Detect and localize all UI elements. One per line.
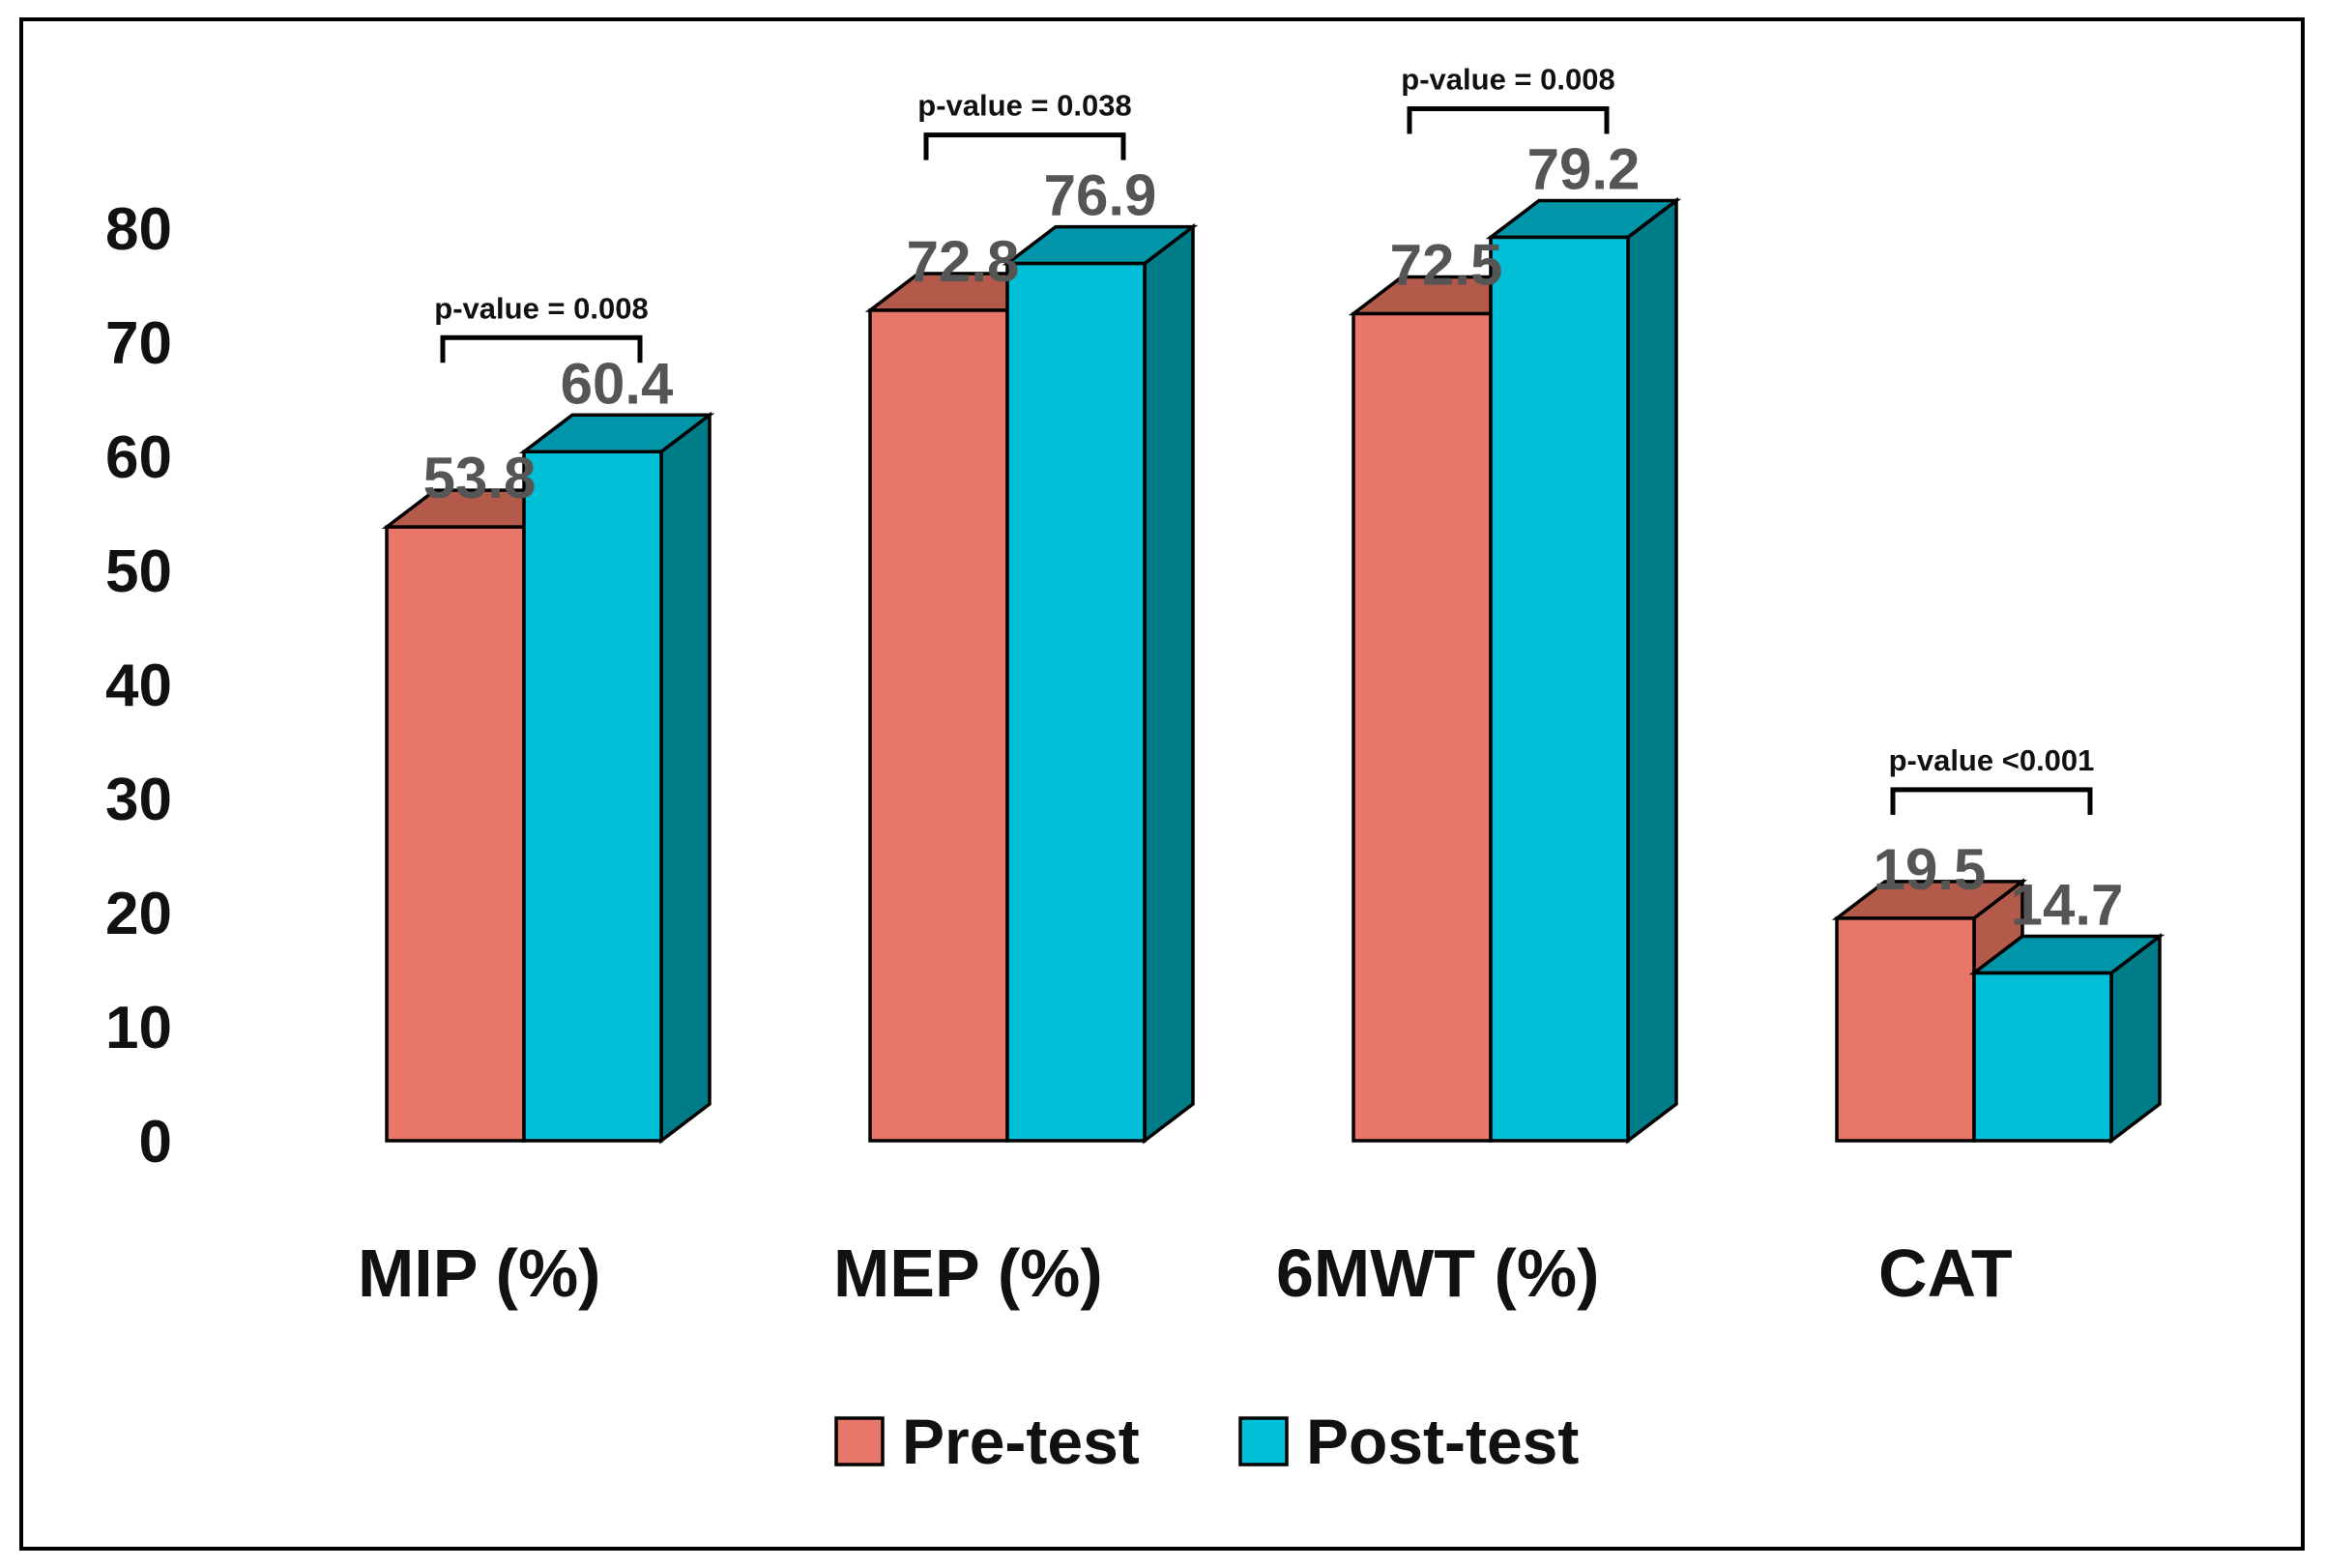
data-label-post-test-2: 79.2	[1527, 136, 1641, 201]
bar-post-test-side-1	[1143, 223, 1195, 1145]
data-label-pre-test-1: 72.8	[907, 229, 1020, 294]
bar-group-3	[1831, 878, 2165, 1145]
value-labels-layer: 53.8 60.4 72.8 76.9 72.5 79.2 19.5 14.7	[423, 136, 2124, 937]
y-tick-label-10: 10	[105, 995, 172, 1061]
bar-group-2	[1348, 196, 1682, 1145]
y-tick-label-50: 50	[105, 538, 172, 605]
bar-group-1	[864, 223, 1199, 1145]
y-tick-label-60: 60	[105, 424, 172, 491]
x-category-label-2: 6MWT (%)	[1276, 1235, 1599, 1311]
p-value-bracket-1	[923, 132, 1126, 160]
x-category-label-0: MIP (%)	[358, 1235, 601, 1311]
y-tick-label-80: 80	[105, 196, 172, 263]
y-tick-label-30: 30	[105, 767, 172, 833]
legend-label-post-test: Post-test	[1306, 1406, 1579, 1477]
bar-post-test-side-0	[659, 411, 712, 1145]
y-tick-label-20: 20	[105, 881, 172, 947]
bar-post-test-side-2	[1626, 196, 1678, 1145]
bar-group-0	[381, 411, 715, 1145]
y-tick-label-0: 0	[139, 1109, 172, 1176]
bars-layer	[381, 196, 2165, 1145]
p-value-annotations: p-value = 0.008 p-value = 0.038 p-value = …	[434, 62, 2095, 815]
legend: Pre-test Post-test	[834, 1406, 1579, 1477]
y-axis: 0 10 20 30 40 50 60 70 80	[105, 196, 172, 1176]
x-category-label-1: MEP (%)	[833, 1235, 1103, 1311]
bar-pre-test-3	[1835, 916, 1976, 1143]
bar-post-test-1	[1005, 261, 1147, 1143]
y-tick-label-70: 70	[105, 310, 172, 377]
x-axis: MIP (%) MEP (%) 6MWT (%) CAT	[358, 1235, 2013, 1311]
p-value-label-3: p-value <0.001	[1889, 743, 2095, 777]
p-value-label-2: p-value = 0.008	[1401, 62, 1614, 96]
legend-swatch-pre-test	[834, 1416, 885, 1466]
p-value-bracket-2	[1407, 105, 1610, 134]
data-label-pre-test-3: 19.5	[1874, 837, 1987, 902]
legend-label-pre-test: Pre-test	[902, 1406, 1140, 1477]
data-label-pre-test-0: 53.8	[423, 446, 537, 510]
p-value-label-0: p-value = 0.008	[434, 291, 648, 325]
p-value-bracket-0	[440, 334, 643, 363]
data-label-pre-test-2: 72.5	[1390, 233, 1503, 298]
x-category-label-3: CAT	[1878, 1235, 2013, 1311]
bar-pre-test-2	[1351, 311, 1493, 1143]
bar-post-test-0	[522, 450, 663, 1143]
bar-pre-test-1	[868, 308, 1009, 1143]
data-label-post-test-1: 76.9	[1044, 163, 1157, 228]
y-tick-label-40: 40	[105, 653, 172, 719]
bar-post-test-3	[1972, 971, 2113, 1143]
data-label-post-test-0: 60.4	[561, 351, 674, 416]
legend-swatch-post-test	[1238, 1416, 1289, 1466]
bar-post-test-2	[1489, 235, 1630, 1143]
data-label-post-test-3: 14.7	[2011, 873, 2124, 938]
p-value-label-1: p-value = 0.038	[917, 89, 1131, 123]
p-value-bracket-3	[1890, 787, 2093, 815]
bar-pre-test-0	[385, 525, 526, 1143]
